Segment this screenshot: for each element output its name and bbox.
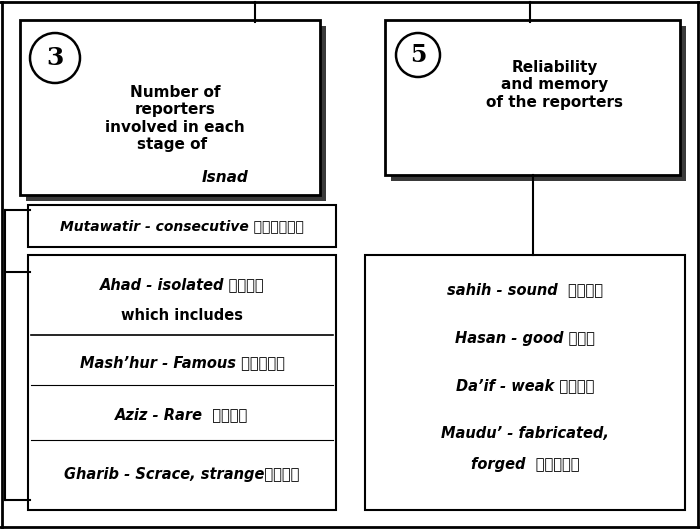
Text: Hasan - good حسن: Hasan - good حسن — [455, 331, 595, 345]
Text: Reliability
and memory
of the reporters: Reliability and memory of the reporters — [486, 60, 624, 110]
FancyBboxPatch shape — [28, 205, 336, 247]
FancyBboxPatch shape — [365, 255, 685, 510]
FancyBboxPatch shape — [20, 20, 320, 195]
Text: Gharib - Scrace, strangeغريب: Gharib - Scrace, strangeغريب — [64, 468, 300, 482]
Text: Number of
reporters
involved in each
stage of: Number of reporters involved in each sta… — [105, 85, 245, 152]
FancyBboxPatch shape — [391, 26, 686, 181]
Text: Mash’hur - Famous مشهور: Mash’hur - Famous مشهور — [80, 355, 284, 370]
Circle shape — [30, 33, 80, 83]
Text: Aziz - Rare  عزيز: Aziz - Rare عزيز — [116, 407, 248, 423]
Text: 3: 3 — [46, 46, 64, 70]
Text: forged  موضوع: forged موضوع — [470, 457, 580, 471]
Circle shape — [396, 33, 440, 77]
Text: Mutawatir - consecutive متواتر: Mutawatir - consecutive متواتر — [60, 219, 304, 233]
Text: which includes: which includes — [121, 307, 243, 323]
FancyBboxPatch shape — [385, 20, 680, 175]
Text: Maudu’ - fabricated,: Maudu’ - fabricated, — [441, 426, 609, 442]
Text: Ahad - isolated آحاد: Ahad - isolated آحاد — [99, 278, 265, 293]
Text: Da’if - weak ضعيف: Da’if - weak ضعيف — [456, 379, 594, 394]
Text: 5: 5 — [410, 43, 426, 67]
Text: sahih - sound  صحيح: sahih - sound صحيح — [447, 282, 603, 297]
Text: Isnad: Isnad — [202, 170, 248, 185]
FancyBboxPatch shape — [26, 26, 326, 201]
FancyBboxPatch shape — [28, 255, 336, 510]
